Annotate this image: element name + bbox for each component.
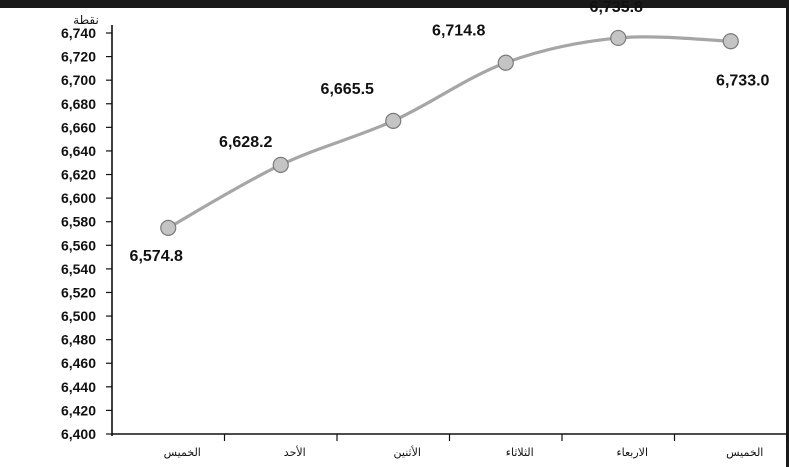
data-labels: 6,574.8 6,628.2 6,665.5 6,714.8 6,735.8 6,733… bbox=[130, 0, 770, 265]
x-tick-label: الأثنين bbox=[394, 445, 421, 459]
y-tick-label: 6,440 bbox=[61, 379, 96, 395]
y-tick-label: 6,720 bbox=[61, 49, 96, 65]
x-tick-label: الثلاثاء bbox=[506, 447, 534, 459]
x-tick-label: الأحد bbox=[284, 445, 306, 459]
y-tick-label: 6,540 bbox=[61, 261, 96, 277]
x-tick-label: الخميس bbox=[726, 447, 763, 459]
data-label: 6,714.8 bbox=[432, 23, 485, 40]
data-label: 6,665.5 bbox=[321, 81, 374, 98]
y-tick-label: 6,600 bbox=[61, 190, 96, 206]
y-axis-unit-label: نقطة bbox=[73, 13, 99, 27]
y-tick-label: 6,400 bbox=[61, 426, 96, 442]
y-tick-label: 6,560 bbox=[61, 237, 96, 253]
data-point bbox=[160, 219, 177, 236]
y-tick-label: 6,660 bbox=[61, 119, 96, 135]
x-ticks: الخميس الأحد الأثنين الثلاثاء الاربعاء الخميس bbox=[164, 434, 788, 459]
data-point bbox=[497, 54, 514, 71]
x-tick-label: الاربعاء bbox=[616, 447, 648, 459]
y-ticks: 6,400 6,420 6,440 6,460 6,480 6,500 6,520 6,540… bbox=[61, 25, 112, 442]
y-tick-label: 6,640 bbox=[61, 143, 96, 159]
right-border bbox=[786, 0, 789, 467]
series-line bbox=[160, 29, 739, 236]
y-tick-label: 6,620 bbox=[61, 167, 96, 183]
y-tick-label: 6,580 bbox=[61, 214, 96, 230]
data-point bbox=[385, 112, 402, 129]
data-label: 6,735.8 bbox=[590, 0, 643, 16]
data-label: 6,733.0 bbox=[716, 72, 769, 89]
y-tick-label: 6,420 bbox=[61, 402, 96, 418]
y-tick-label: 6,740 bbox=[61, 25, 96, 41]
y-tick-label: 6,680 bbox=[61, 96, 96, 112]
data-point bbox=[610, 29, 627, 47]
data-label: 6,628.2 bbox=[219, 134, 272, 151]
series-path bbox=[167, 35, 731, 230]
x-tick-label: الخميس bbox=[164, 447, 201, 459]
y-tick-label: 6,500 bbox=[61, 308, 96, 324]
axes bbox=[111, 25, 787, 436]
top-border bbox=[0, 0, 789, 8]
data-label: 6,574.8 bbox=[130, 248, 183, 265]
y-tick-label: 6,460 bbox=[61, 355, 96, 371]
y-tick-label: 6,480 bbox=[61, 332, 96, 348]
data-point bbox=[272, 156, 289, 173]
y-tick-label: 6,700 bbox=[61, 72, 96, 88]
y-tick-label: 6,520 bbox=[61, 284, 96, 300]
data-point bbox=[722, 33, 739, 50]
